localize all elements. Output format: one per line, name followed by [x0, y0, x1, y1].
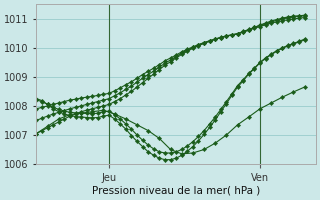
X-axis label: Pression niveau de la mer( hPa ): Pression niveau de la mer( hPa ) — [92, 186, 260, 196]
